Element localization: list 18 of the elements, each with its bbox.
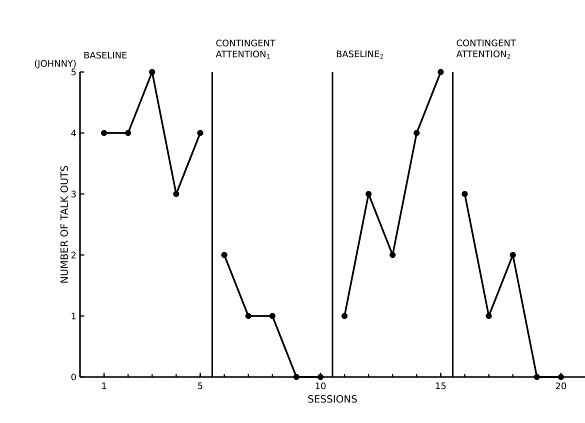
x-tick-label: 1 — [102, 382, 106, 390]
y-tick-label: 2 — [71, 252, 76, 258]
y-axis-title: NUMBER OF TALK OUTS — [60, 166, 68, 283]
x-tick-label: 5 — [198, 382, 202, 390]
x-tick-label: 20 — [556, 382, 566, 390]
x-tick-label: 10 — [316, 382, 326, 390]
text: CONTINGENT ATTENTION$_{1}$ — [216, 40, 276, 59]
y-tick-label: 4 — [71, 130, 76, 136]
y-tick-label: 3 — [71, 190, 76, 198]
x-tick-label: 15 — [436, 382, 446, 390]
text: BASELINE — [84, 52, 127, 59]
text: CONTINGENT ATTENTION$_{2}$ — [456, 40, 516, 59]
x-axis-title: SESSIONS — [308, 395, 357, 403]
y-tick-label: 1 — [72, 312, 76, 320]
text: BASELINE$_{2}$ — [336, 50, 383, 59]
y-tick-label: 0 — [71, 374, 76, 380]
y-tick-label: 5 — [71, 68, 76, 76]
text: (JOHNNY) — [34, 60, 76, 68]
